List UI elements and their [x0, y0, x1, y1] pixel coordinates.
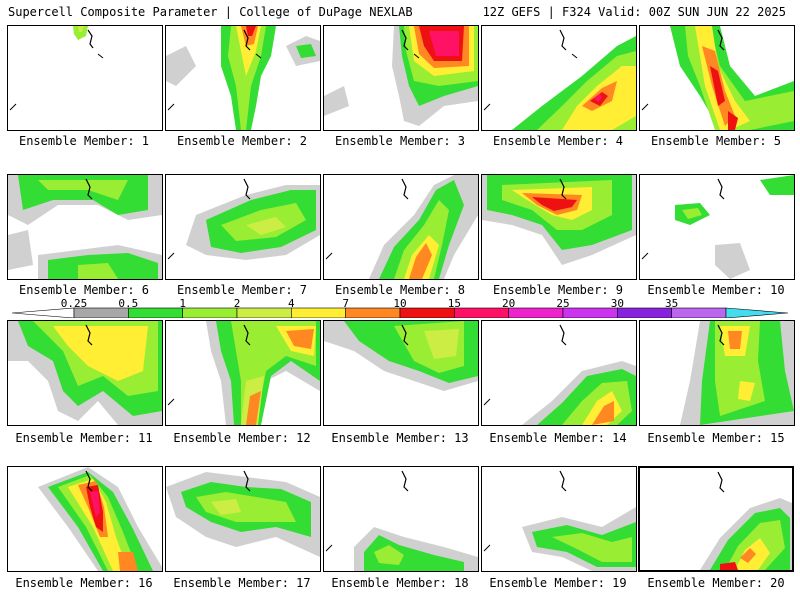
member-caption-9: Ensemble Member: 9: [492, 283, 624, 297]
member-map-4: [483, 29, 636, 130]
member-panel-1[interactable]: [7, 25, 163, 131]
member-panel-16[interactable]: [7, 466, 163, 572]
member-caption-16: Ensemble Member: 16: [15, 576, 153, 590]
colorbar-segment: [508, 307, 564, 318]
colorbar-tick-label: 15: [447, 297, 461, 310]
member-panel-12[interactable]: [165, 320, 321, 426]
member-caption-17: Ensemble Member: 17: [173, 576, 311, 590]
member-panel-10[interactable]: [639, 174, 795, 280]
member-map-2: [166, 26, 320, 130]
member-map-12: [167, 321, 320, 425]
member-map-3: [324, 26, 478, 126]
member-map-9: [482, 175, 636, 265]
member-panel-15[interactable]: [639, 320, 795, 426]
colorbar-tick-label: 1: [179, 297, 186, 310]
member-map-11: [8, 321, 162, 425]
member-map-20: [700, 471, 792, 570]
member-caption-20: Ensemble Member: 20: [647, 576, 785, 590]
colorbar-tick-label: 25: [556, 297, 570, 310]
member-map-18: [325, 470, 478, 571]
member-caption-15: Ensemble Member: 15: [647, 431, 785, 445]
colorbar-tick-label: 20: [502, 297, 516, 310]
member-panel-5[interactable]: [639, 25, 795, 131]
member-map-15: [680, 321, 794, 425]
member-panel-11[interactable]: [7, 320, 163, 426]
colorbar-segment: [454, 307, 509, 318]
colorbar-tick-label: 0.25: [60, 297, 88, 310]
member-caption-3: Ensemble Member: 3: [334, 134, 466, 148]
member-caption-19: Ensemble Member: 19: [489, 576, 627, 590]
member-map-1: [9, 26, 104, 111]
member-panel-9[interactable]: [481, 174, 637, 280]
colorbar-tick-label: 4: [288, 297, 295, 310]
member-panel-13[interactable]: [323, 320, 479, 426]
colorbar-tick-label: 7: [342, 297, 349, 310]
colorbar-segment: [345, 307, 401, 318]
colorbar-tick-label: 0.5: [118, 297, 139, 310]
colorbar-tick-label: 35: [665, 297, 679, 310]
map-header: Supercell Composite Parameter | College …: [0, 0, 800, 24]
colorbar-segment: [182, 307, 238, 318]
member-panel-19[interactable]: [481, 466, 637, 572]
colorbar-segment: [562, 307, 618, 318]
member-caption-13: Ensemble Member: 13: [331, 431, 469, 445]
colorbar-segment: [671, 307, 727, 318]
member-caption-11: Ensemble Member: 11: [15, 431, 153, 445]
member-caption-10: Ensemble Member: 10: [647, 283, 785, 297]
member-panel-4[interactable]: [481, 25, 637, 131]
member-panel-20[interactable]: [638, 466, 794, 572]
member-panel-2[interactable]: [165, 25, 321, 131]
colorbar-tick-label: 2: [233, 297, 241, 310]
member-map-17: [166, 470, 320, 557]
member-caption-2: Ensemble Member: 2: [176, 134, 308, 148]
member-map-8: [325, 175, 478, 279]
member-map-6: [8, 175, 162, 279]
member-panel-3[interactable]: [323, 25, 479, 131]
member-panel-6[interactable]: [7, 174, 163, 280]
colorbar-segment: [236, 307, 292, 318]
member-panel-14[interactable]: [481, 320, 637, 426]
map-title: Supercell Composite Parameter | College …: [8, 5, 413, 19]
colorbar-segment: [399, 307, 455, 318]
member-map-5: [641, 26, 794, 130]
member-caption-6: Ensemble Member: 6: [18, 283, 150, 297]
member-panel-17[interactable]: [165, 466, 321, 572]
member-map-16: [38, 467, 162, 571]
colorbar-segments: [73, 307, 727, 318]
colorbar-right-arrow: [725, 307, 788, 318]
colorbar: [12, 307, 788, 318]
member-caption-1: Ensemble Member: 1: [18, 134, 150, 148]
member-caption-7: Ensemble Member: 7: [176, 283, 308, 297]
member-map-13: [324, 321, 478, 391]
member-panel-8[interactable]: [323, 174, 479, 280]
colorbar-tick-label: 30: [610, 297, 624, 310]
member-caption-18: Ensemble Member: 18: [331, 576, 469, 590]
colorbar-segment: [617, 307, 672, 318]
member-panel-7[interactable]: [165, 174, 321, 280]
member-caption-12: Ensemble Member: 12: [173, 431, 311, 445]
member-caption-8: Ensemble Member: 8: [334, 283, 466, 297]
colorbar-segment: [291, 307, 346, 318]
run-info: 12Z GEFS | F324 Valid: 00Z SUN JUN 22 20…: [482, 5, 786, 19]
member-caption-5: Ensemble Member: 5: [650, 134, 782, 148]
member-map-19: [483, 470, 636, 571]
member-map-14: [483, 324, 636, 425]
member-panel-18[interactable]: [323, 466, 479, 572]
colorbar-tick-label: 10: [393, 297, 407, 310]
member-map-10: [641, 175, 794, 279]
member-caption-4: Ensemble Member: 4: [492, 134, 624, 148]
member-map-7: [167, 178, 320, 260]
member-caption-14: Ensemble Member: 14: [489, 431, 627, 445]
